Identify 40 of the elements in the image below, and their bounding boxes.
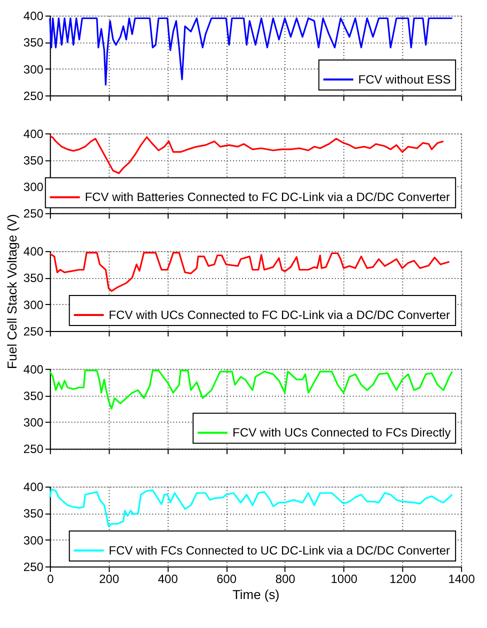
y-tick-label: 250 bbox=[23, 560, 44, 574]
legend-label: FCV without ESS bbox=[358, 72, 451, 86]
y-tick-label: 300 bbox=[23, 533, 44, 548]
y-tick-label: 400 bbox=[23, 362, 44, 376]
y-tick-label: 300 bbox=[23, 62, 44, 76]
x-tick-label: 600 bbox=[216, 572, 237, 586]
legend-label: FCV with Batteries Connected to FC DC-Link via a DC/DC Converter bbox=[84, 190, 450, 204]
line-series bbox=[49, 135, 444, 174]
legend-label: FCV with UCs Connected to FCs Directly bbox=[232, 426, 451, 440]
line-series bbox=[49, 488, 454, 528]
y-tick-label: 350 bbox=[23, 388, 44, 403]
x-tick-label: 1200 bbox=[389, 572, 416, 586]
x-tick-label: 800 bbox=[275, 572, 296, 586]
x-tick-label: 0 bbox=[47, 572, 54, 586]
y-tick-label: 300 bbox=[23, 180, 44, 194]
y-tick-label: 350 bbox=[23, 36, 44, 50]
y-axis-title: Fuel Cell Stack Voltage (V) bbox=[4, 214, 20, 370]
y-tick-label: 400 bbox=[23, 244, 44, 259]
legend-label: FCV with FCs Connected to UC DC-Link via a DC/DC Converter bbox=[108, 543, 450, 558]
line-series bbox=[49, 252, 450, 292]
y-tick-label: 350 bbox=[23, 153, 44, 168]
y-tick-label: 300 bbox=[23, 298, 44, 312]
legend-label: FCV with UCs Connected to FC DC-Link via a DC/DC Converter bbox=[108, 308, 450, 322]
x-tick-label: 200 bbox=[99, 572, 120, 586]
y-tick-label: 350 bbox=[23, 506, 44, 521]
y-tick-label: 250 bbox=[23, 324, 44, 338]
line-series bbox=[49, 17, 454, 86]
y-tick-label: 400 bbox=[23, 480, 44, 494]
y-tick-label: 400 bbox=[23, 126, 44, 141]
x-tick-label: 1000 bbox=[330, 572, 358, 586]
x-tick-label: 1400 bbox=[448, 572, 476, 586]
x-tick-label: 400 bbox=[158, 572, 178, 586]
y-tick-label: 250 bbox=[23, 206, 44, 221]
y-tick-label: 250 bbox=[23, 88, 44, 103]
y-tick-label: 300 bbox=[23, 416, 44, 430]
y-tick-label: 350 bbox=[23, 271, 44, 286]
y-tick-label: 400 bbox=[23, 9, 44, 24]
x-axis-title: Time (s) bbox=[232, 586, 280, 602]
y-tick-label: 250 bbox=[23, 442, 44, 456]
line-series bbox=[49, 370, 454, 410]
